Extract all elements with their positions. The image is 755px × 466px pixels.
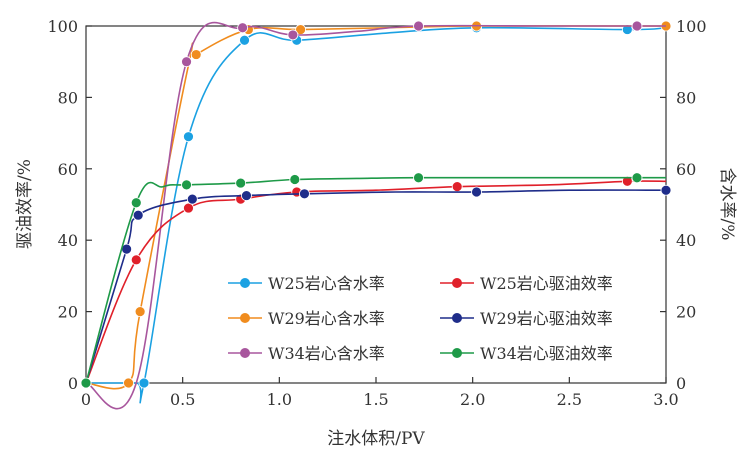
x-tick-label: 0 — [81, 390, 91, 409]
x-tick-label: 3.0 — [653, 390, 678, 409]
data-point — [123, 377, 134, 389]
series-layer — [80, 20, 672, 410]
legend-item: W34岩心驱油效率 — [440, 344, 613, 363]
y-right-tick-label: 20 — [676, 303, 696, 322]
series-line — [85, 189, 667, 384]
series-6 — [80, 172, 666, 389]
y-axis-left-title: 驱油效率/% — [15, 159, 35, 249]
series-line — [86, 26, 667, 404]
legend-marker — [452, 278, 462, 288]
legend-label: W34岩心含水率 — [268, 344, 385, 363]
legend-marker — [240, 278, 250, 288]
x-tick-label: 1.5 — [363, 390, 388, 409]
data-point — [235, 177, 247, 189]
x-axis-title: 注水体积/PV — [327, 429, 425, 449]
x-axis: 0 0.5 1.0 1.5 2.0 2.5 3.0 — [81, 377, 679, 409]
series-2 — [80, 20, 672, 390]
y-left-tick-label: 0 — [68, 374, 78, 393]
data-point — [134, 306, 146, 318]
y-axis-right: 0 20 40 60 80 100 — [660, 17, 707, 393]
data-point — [237, 22, 249, 34]
y-left-tick-label: 40 — [58, 231, 78, 250]
legend-marker — [452, 348, 462, 358]
legend-label: W34岩心驱油效率 — [480, 344, 613, 363]
x-tick-label: 1.0 — [267, 390, 292, 409]
legend-marker — [452, 313, 462, 323]
legend-label: W29岩心含水率 — [268, 309, 385, 328]
data-point — [299, 188, 310, 200]
data-point — [621, 24, 633, 35]
data-point — [241, 190, 252, 201]
legend-marker — [240, 348, 250, 358]
y-axis-left: 0 20 40 60 80 100 — [47, 17, 92, 393]
legend-label: W29岩心驱油效率 — [480, 309, 613, 328]
legend: W25岩心含水率 W25岩心驱油效率 W29岩心含水率 W29岩心驱油效率 W34岩心含… — [228, 274, 613, 363]
legend-marker — [240, 313, 250, 323]
y-axis-right-title: 含水率/% — [717, 168, 737, 241]
data-point — [80, 377, 92, 389]
data-point — [138, 377, 150, 389]
legend-label: W25岩心驱油效率 — [480, 274, 613, 293]
data-point — [181, 56, 192, 68]
legend-item: W34岩心含水率 — [228, 344, 385, 363]
data-point — [186, 193, 198, 205]
data-point — [631, 20, 643, 32]
legend-item: W29岩心含水率 — [228, 309, 385, 328]
data-point — [181, 179, 192, 191]
data-point — [660, 184, 672, 196]
data-point — [471, 186, 482, 198]
legend-label: W25岩心含水率 — [268, 274, 385, 293]
data-point — [239, 34, 250, 46]
y-right-tick-label: 80 — [676, 88, 696, 107]
data-point — [132, 209, 144, 221]
data-point — [289, 174, 301, 185]
data-point — [413, 172, 424, 184]
y-right-tick-label: 60 — [676, 160, 696, 179]
x-tick-label: 2.5 — [557, 390, 582, 409]
data-point — [183, 202, 194, 214]
data-point — [130, 197, 142, 209]
data-point — [130, 254, 142, 266]
legend-item: W25岩心驱油效率 — [440, 274, 613, 293]
x-tick-label: 0.5 — [170, 390, 195, 409]
series-line — [85, 180, 667, 384]
data-point — [451, 181, 463, 193]
y-left-tick-label: 60 — [58, 160, 78, 179]
data-point — [183, 131, 194, 143]
y-right-tick-label: 100 — [676, 17, 707, 36]
y-left-tick-label: 80 — [58, 88, 78, 107]
y-right-tick-label: 0 — [676, 374, 686, 393]
legend-item: W29岩心驱油效率 — [440, 309, 613, 328]
data-point — [621, 175, 633, 187]
data-point — [631, 172, 643, 184]
data-point — [190, 49, 202, 60]
y-left-tick-label: 100 — [47, 17, 78, 36]
y-left-tick-label: 20 — [58, 303, 78, 322]
legend-item: W25岩心含水率 — [228, 274, 385, 293]
data-point — [413, 20, 424, 32]
data-point — [287, 29, 299, 41]
x-tick-label: 2.0 — [460, 390, 485, 409]
y-right-tick-label: 40 — [676, 231, 696, 250]
